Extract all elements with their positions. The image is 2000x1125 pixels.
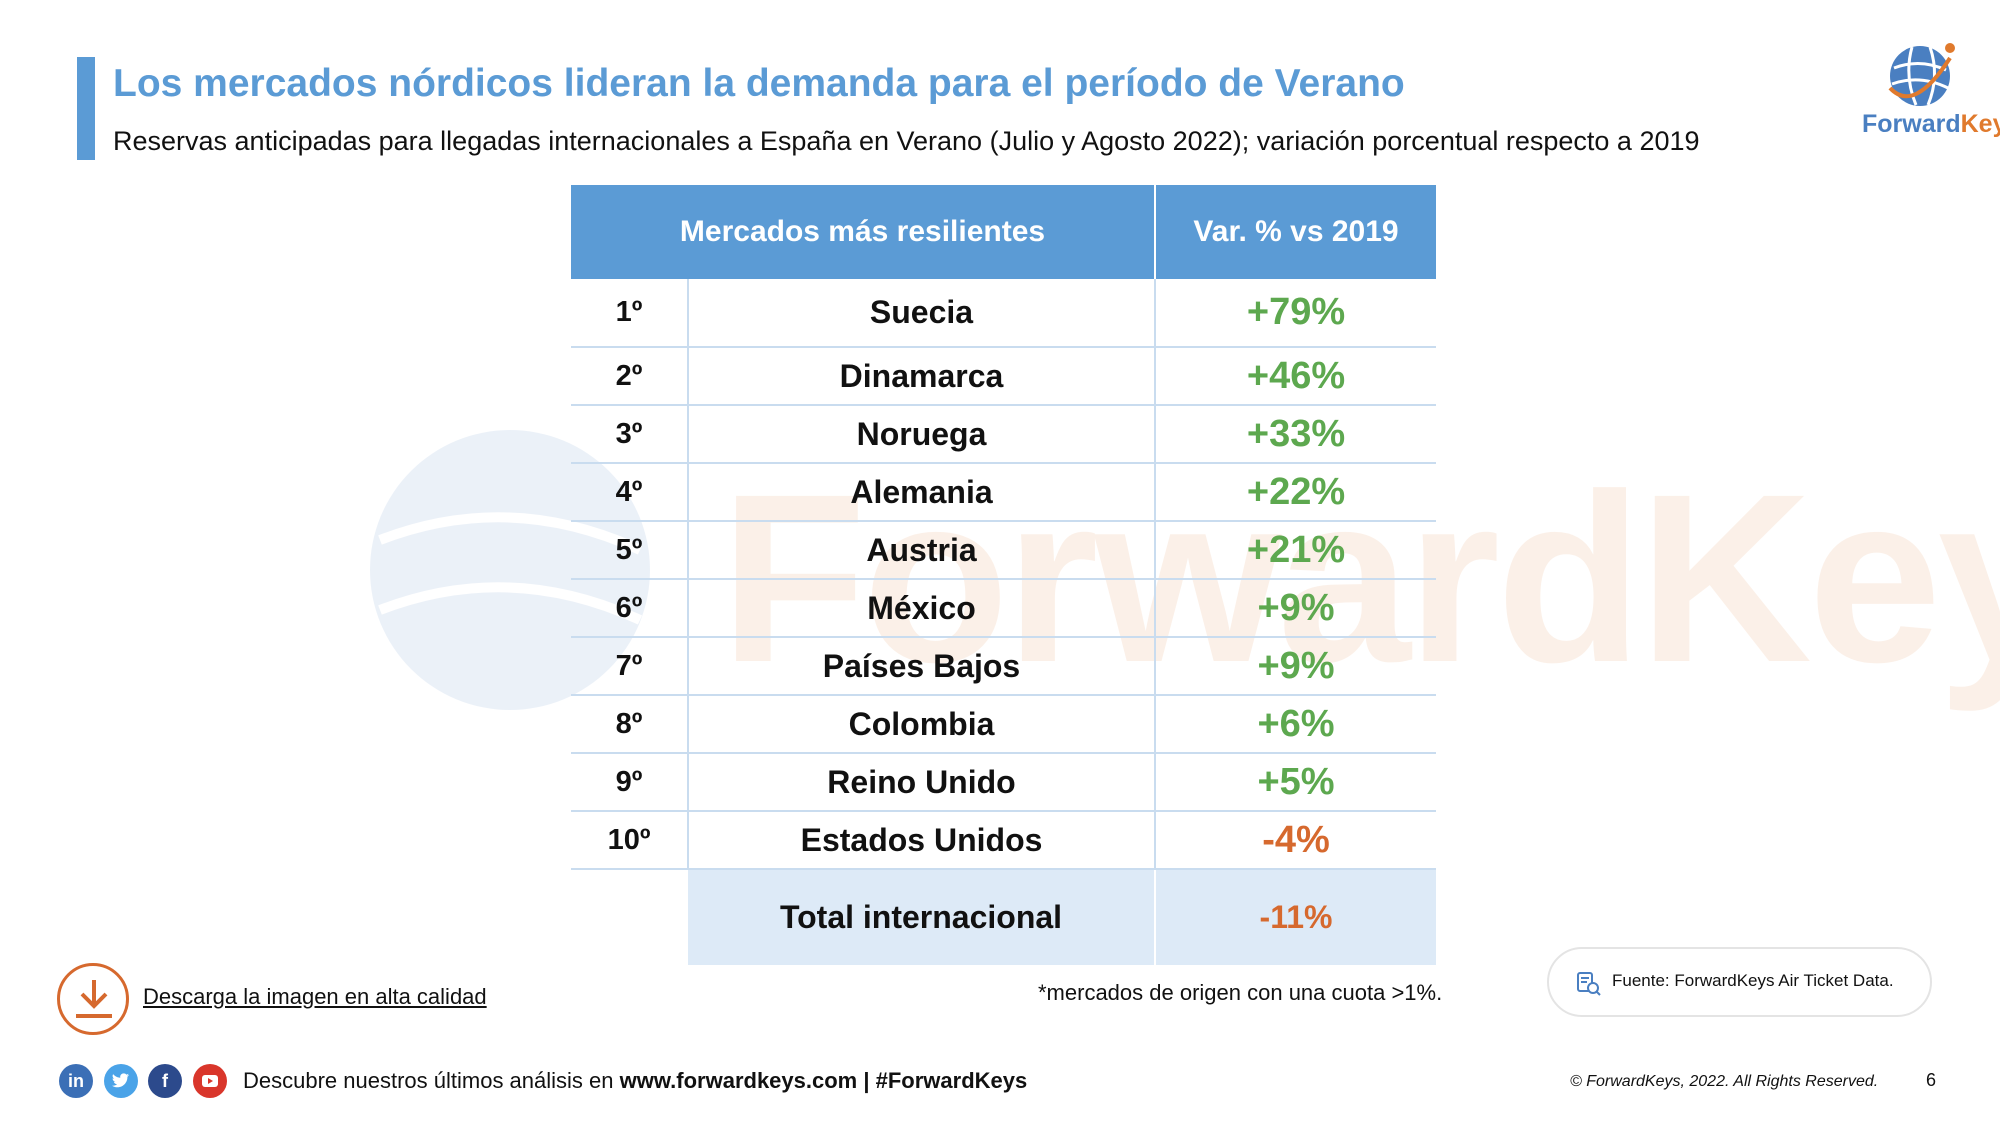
table-row: 10º Estados Unidos -4% xyxy=(571,811,1436,870)
variation-cell: -4% xyxy=(1155,811,1436,870)
market-cell: Países Bajos xyxy=(688,637,1156,696)
table-row: 6º México +9% xyxy=(571,579,1436,638)
market-cell: Colombia xyxy=(688,695,1156,754)
page-number: 6 xyxy=(1926,1070,1937,1090)
copyright: © ForwardKeys, 2022. All Rights Reserved… xyxy=(1570,1073,1879,1090)
rank-cell: 8º xyxy=(571,695,689,754)
markets-table: Mercados más resilientes Var. % vs 2019 … xyxy=(571,185,1436,965)
rank-cell: 2º xyxy=(571,347,689,406)
variation-cell: +33% xyxy=(1155,405,1436,464)
logo-wordmark: ForwardKeys xyxy=(1862,110,2000,138)
title-accent-bar xyxy=(77,57,95,160)
table-row: 8º Colombia +6% xyxy=(571,695,1436,754)
total-variation: -11% xyxy=(1155,869,1436,965)
website-link[interactable]: www.forwardkeys.com | #ForwardKeys xyxy=(619,1068,1028,1093)
source-text: Fuente: ForwardKeys Air Ticket Data. xyxy=(1612,971,1894,990)
twitter-icon[interactable] xyxy=(104,1064,138,1098)
market-cell: Reino Unido xyxy=(688,753,1156,812)
market-cell: México xyxy=(688,579,1156,638)
variation-cell: +21% xyxy=(1155,521,1436,580)
download-icon xyxy=(76,980,112,1018)
table-row: 7º Países Bajos +9% xyxy=(571,637,1436,696)
rank-cell: 5º xyxy=(571,521,689,580)
rank-cell: 3º xyxy=(571,405,689,464)
footnote: *mercados de origen con una cuota >1%. xyxy=(1038,980,1443,1005)
download-link[interactable]: Descarga la imagen en alta calidad xyxy=(143,984,487,1009)
variation-cell: +79% xyxy=(1155,279,1436,348)
market-cell: Alemania xyxy=(688,463,1156,522)
page-title: Los mercados nórdicos lideran la demanda… xyxy=(113,62,1405,105)
table-row: 2º Dinamarca +46% xyxy=(571,347,1436,406)
total-label: Total internacional xyxy=(688,869,1156,965)
discover-text: Descubre nuestros últimos análisis en ww… xyxy=(243,1068,1028,1093)
page-subtitle: Reservas anticipadas para llegadas inter… xyxy=(113,126,1700,156)
source-badge: Fuente: ForwardKeys Air Ticket Data. xyxy=(1547,947,1932,1017)
market-cell: Noruega xyxy=(688,405,1156,464)
variation-cell: +9% xyxy=(1155,579,1436,638)
globe-icon xyxy=(1888,43,1955,106)
variation-cell: +5% xyxy=(1155,753,1436,812)
table-row: 1º Suecia +79% xyxy=(571,279,1436,348)
forwardkeys-logo: ForwardKeys xyxy=(1862,38,2000,148)
market-cell: Suecia xyxy=(688,279,1156,348)
facebook-icon[interactable]: f xyxy=(148,1064,182,1098)
rank-cell: 6º xyxy=(571,579,689,638)
variation-cell: +46% xyxy=(1155,347,1436,406)
rank-cell: 4º xyxy=(571,463,689,522)
variation-cell: +9% xyxy=(1155,637,1436,696)
market-cell: Austria xyxy=(688,521,1156,580)
table-row: 4º Alemania +22% xyxy=(571,463,1436,522)
document-search-icon xyxy=(1577,972,1601,996)
table-row: 9º Reino Unido +5% xyxy=(571,753,1436,812)
download-button[interactable] xyxy=(57,963,129,1035)
header-variation: Var. % vs 2019 xyxy=(1155,185,1436,279)
table-row: 3º Noruega +33% xyxy=(571,405,1436,464)
variation-cell: +22% xyxy=(1155,463,1436,522)
rank-cell: 7º xyxy=(571,637,689,696)
rank-cell: 1º xyxy=(571,279,689,348)
variation-cell: +6% xyxy=(1155,695,1436,754)
rank-cell: 10º xyxy=(571,811,689,870)
market-cell: Estados Unidos xyxy=(688,811,1156,870)
rank-cell: 9º xyxy=(571,753,689,812)
youtube-icon[interactable] xyxy=(193,1064,227,1098)
linkedin-icon[interactable]: in xyxy=(59,1064,93,1098)
table-row: 5º Austria +21% xyxy=(571,521,1436,580)
market-cell: Dinamarca xyxy=(688,347,1156,406)
header-markets: Mercados más resilientes xyxy=(571,185,1156,279)
total-row: Total internacional -11% xyxy=(571,869,1436,965)
